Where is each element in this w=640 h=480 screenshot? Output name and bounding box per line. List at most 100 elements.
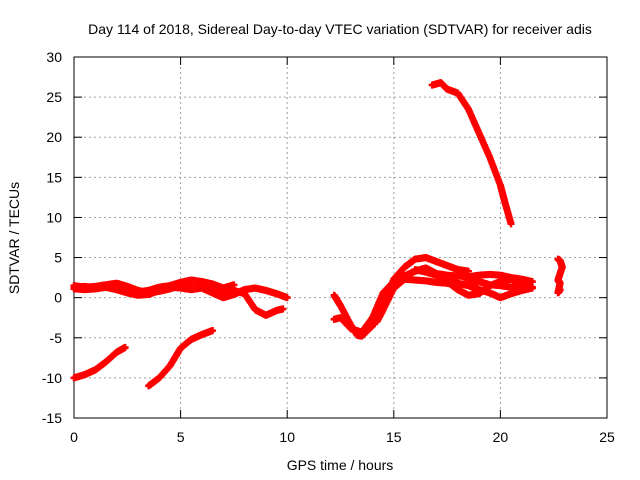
data-point — [264, 289, 268, 292]
data-point — [392, 286, 395, 290]
data-point — [520, 282, 523, 285]
data-point — [115, 285, 118, 288]
series-arc-10 — [443, 274, 536, 302]
data-point — [115, 351, 118, 354]
data-point — [158, 376, 161, 380]
data-point — [94, 286, 97, 290]
data-point — [499, 184, 502, 187]
series-arc-12 — [554, 255, 566, 297]
data-point — [403, 278, 406, 281]
data-point — [275, 292, 278, 295]
data-point — [531, 286, 534, 290]
data-point — [499, 296, 502, 299]
data-point — [424, 270, 427, 274]
data-point — [477, 280, 481, 283]
data-point — [477, 132, 481, 135]
data-point — [375, 320, 378, 323]
data-point — [222, 296, 225, 299]
data-point — [147, 384, 150, 388]
data-point — [520, 289, 523, 292]
data-point — [168, 284, 172, 287]
data-point — [467, 294, 470, 297]
data-point — [286, 296, 289, 299]
data-point — [222, 290, 225, 293]
data-point — [435, 260, 438, 263]
data-point — [232, 283, 236, 287]
data-point — [158, 286, 161, 289]
data-point — [503, 200, 506, 203]
data-point — [456, 282, 459, 285]
x-axis-label: GPS time / hours — [287, 457, 394, 473]
data-point — [147, 289, 150, 292]
x-tick-label: 10 — [279, 429, 295, 445]
data-point — [499, 274, 502, 277]
data-point — [264, 314, 268, 317]
chart-title: Day 114 of 2018, Sidereal Day-to-day VTE… — [88, 21, 592, 37]
data-point — [467, 107, 470, 111]
x-tick-label: 20 — [493, 429, 509, 445]
data-point — [190, 288, 193, 291]
data-point — [126, 288, 129, 291]
data-point — [200, 286, 204, 290]
data-point — [281, 307, 285, 311]
data-point — [254, 308, 257, 311]
data-point — [445, 276, 449, 279]
data-point — [72, 286, 76, 289]
data-point — [556, 291, 560, 295]
axis-ticks: 0 5 10 15 20 25 -15 -10 -5 0 5 10 15 20 25 30 — [42, 49, 615, 445]
data-point — [488, 291, 491, 295]
data-point — [104, 284, 108, 287]
data-point — [339, 304, 342, 307]
data-point — [211, 286, 214, 290]
data-point — [123, 346, 127, 349]
data-point — [360, 330, 364, 334]
data-point — [509, 292, 513, 295]
x-tick-label: 25 — [599, 429, 615, 445]
series-markers — [70, 343, 129, 382]
data-point — [136, 290, 140, 294]
data-point — [243, 292, 246, 295]
x-tick-label: 5 — [177, 429, 185, 445]
data-point — [381, 308, 385, 311]
y-tick-label: 0 — [54, 290, 62, 306]
data-point — [435, 281, 438, 284]
data-series — [70, 79, 566, 390]
data-point — [179, 286, 182, 290]
data-point — [558, 282, 562, 285]
y-tick-label: 25 — [46, 89, 62, 105]
data-point — [561, 265, 564, 269]
series-markers — [428, 79, 515, 228]
data-point — [509, 278, 513, 281]
x-tick-label: 15 — [386, 429, 402, 445]
data-point — [558, 259, 562, 262]
y-tick-label: 30 — [46, 49, 62, 65]
series-arc-11 — [428, 79, 515, 228]
data-point — [445, 87, 449, 91]
y-tick-label: -15 — [42, 410, 62, 426]
grid-lines — [74, 57, 607, 418]
y-axis-label: SDTVAR / TECUs — [6, 182, 22, 294]
data-point — [104, 360, 108, 364]
y-tick-label: 10 — [46, 209, 62, 225]
data-point — [190, 338, 193, 341]
data-point — [371, 324, 374, 327]
data-point — [477, 288, 481, 291]
data-point — [556, 257, 560, 261]
x-tick-label: 0 — [70, 429, 78, 445]
data-point — [424, 256, 427, 259]
y-tick-label: 15 — [46, 169, 62, 185]
data-point — [413, 278, 417, 282]
data-point — [190, 278, 193, 282]
data-point — [467, 284, 470, 287]
data-point — [488, 284, 491, 287]
series-arc-5 — [145, 327, 217, 390]
data-point — [211, 329, 214, 332]
data-point — [179, 281, 182, 284]
data-point — [456, 91, 459, 95]
data-point — [456, 274, 459, 278]
data-point — [439, 81, 442, 84]
data-point — [488, 156, 491, 159]
data-point — [435, 274, 438, 277]
data-point — [456, 268, 459, 271]
data-point — [200, 333, 204, 336]
